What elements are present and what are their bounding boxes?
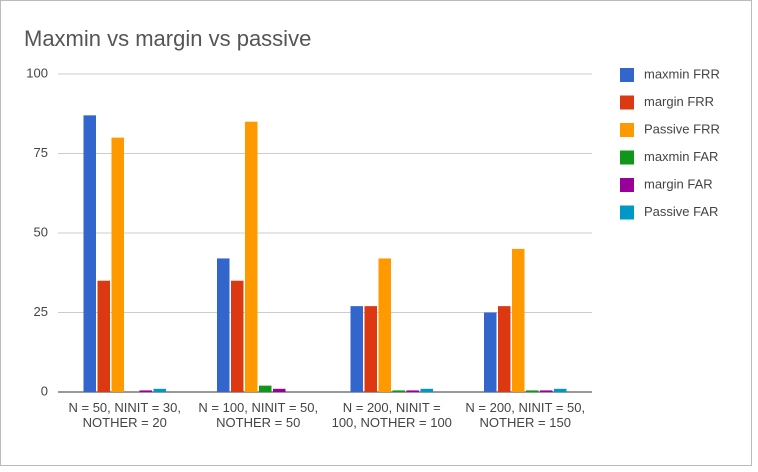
bar: [484, 312, 497, 392]
chart-title: Maxmin vs margin vs passive: [24, 26, 311, 51]
y-tick-label: 0: [41, 383, 48, 398]
bar: [540, 390, 553, 392]
legend-label: margin FAR: [644, 176, 713, 191]
bar: [153, 388, 166, 392]
bar: [259, 385, 272, 392]
bar: [245, 121, 258, 392]
bar: [273, 388, 286, 392]
legend-swatch: [620, 68, 634, 82]
x-tick-label: N = 200, NINIT = 50, NOTHER = 150: [465, 400, 586, 430]
legend-label: Passive FAR: [644, 204, 718, 219]
bar: [392, 390, 405, 392]
bar: [217, 258, 230, 392]
legend-swatch: [620, 150, 634, 165]
legend-label: maxmin FAR: [644, 149, 718, 164]
legend-label: margin FRR: [644, 94, 714, 109]
bar: [111, 137, 124, 392]
bar: [97, 280, 110, 392]
bar: [554, 388, 567, 392]
y-tick-label: 50: [34, 224, 48, 239]
legend-swatch: [620, 205, 634, 220]
bar: [378, 258, 391, 392]
bar: [83, 115, 96, 392]
legend-swatch: [620, 123, 634, 137]
y-tick-label: 100: [26, 65, 48, 80]
x-tick-label: N = 100, NINIT = 50, NOTHER = 50: [198, 400, 319, 430]
bar: [231, 280, 244, 392]
legend-label: Passive FRR: [644, 121, 720, 136]
bar: [526, 390, 539, 392]
bar: [406, 390, 419, 392]
bar: [498, 306, 511, 392]
y-tick-label: 75: [34, 145, 48, 160]
bar: [420, 388, 433, 392]
bar: [139, 390, 152, 392]
bar: [512, 248, 525, 392]
legend-swatch: [620, 178, 634, 192]
x-tick-label: N = 200, NINIT = 100, NOTHER = 100: [331, 400, 452, 430]
y-tick-label: 25: [34, 304, 48, 319]
bar: [350, 306, 363, 392]
bar: [364, 306, 377, 392]
x-tick-label: N = 50, NINIT = 30, NOTHER = 20: [68, 400, 181, 430]
legend-swatch: [620, 95, 634, 110]
legend-label: maxmin FRR: [644, 66, 720, 81]
